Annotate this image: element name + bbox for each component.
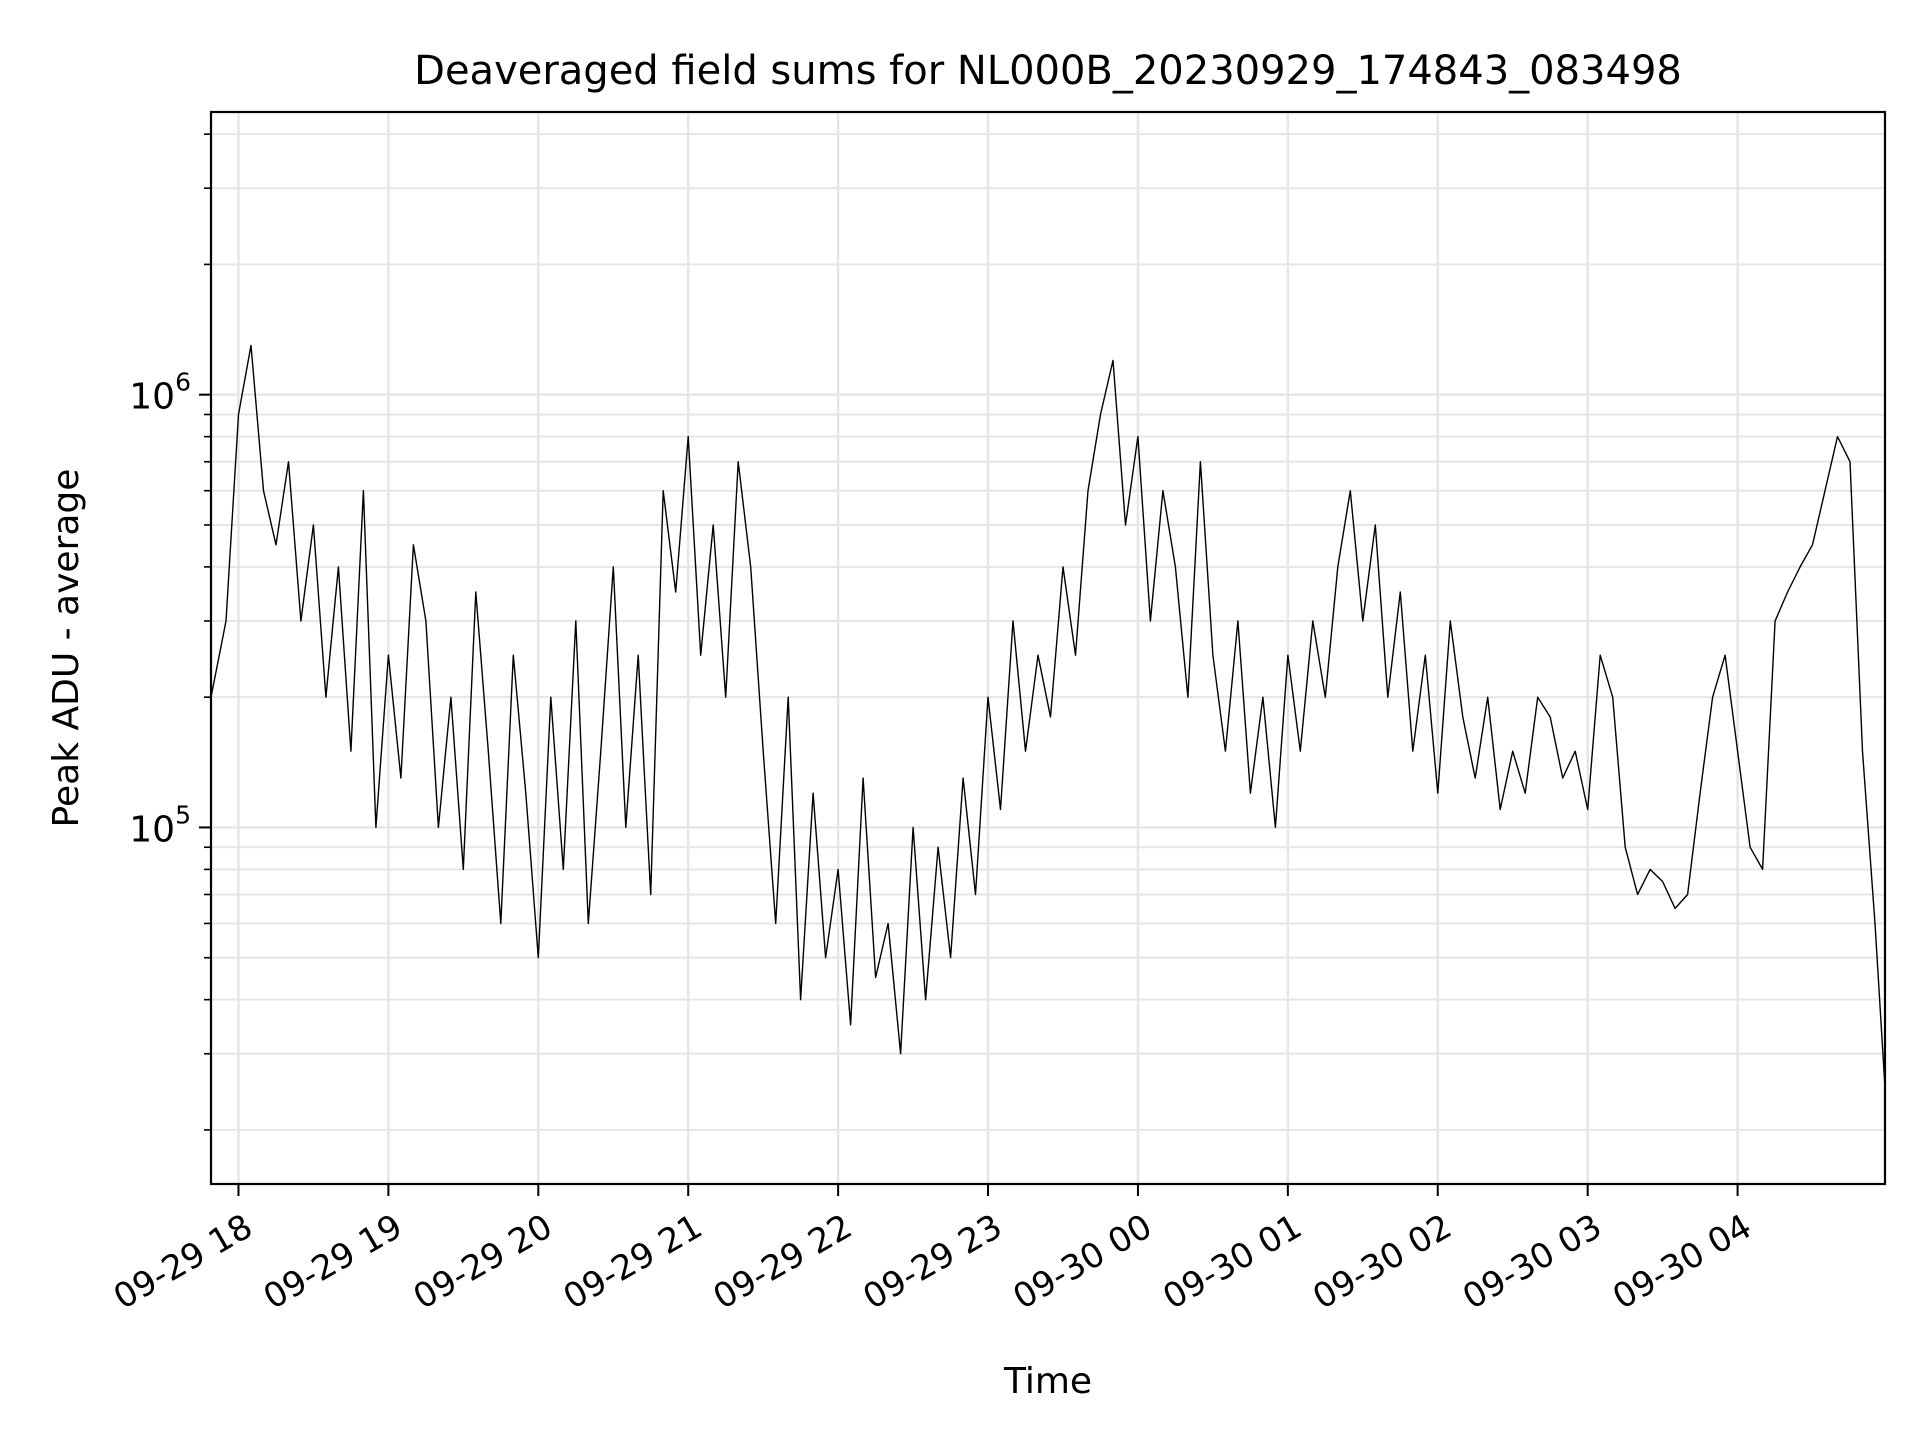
minor-gridlines — [211, 133, 1885, 1131]
chart-title: Deaveraged field sums for NL000B_2023092… — [414, 48, 1682, 94]
y-axis-label: Peak ADU - average — [46, 469, 87, 828]
x-axis-label: Time — [1003, 1361, 1092, 1402]
x-tick-label: 09-29 22 — [707, 1207, 859, 1318]
x-tick-label: 09-29 21 — [557, 1207, 709, 1318]
x-tick-label: 09-29 19 — [257, 1207, 409, 1318]
x-tick-label: 09-30 03 — [1456, 1207, 1608, 1318]
x-tick-label: 09-29 23 — [857, 1207, 1009, 1318]
series-line-0 — [210, 344, 1886, 1089]
x-tick-label: 09-30 04 — [1606, 1207, 1758, 1318]
data-layer — [210, 344, 1886, 1089]
y-axis-ticks: 105 106 — [129, 133, 211, 1131]
x-tick-label: 09-29 20 — [407, 1207, 559, 1318]
x-tick-label: 09-30 01 — [1156, 1207, 1308, 1318]
x-tick-label: 09-29 18 — [107, 1207, 259, 1318]
y-tick-label: 106 — [129, 368, 191, 418]
y-tick-label: 105 — [129, 800, 191, 850]
plot-frame — [209, 110, 1887, 1186]
x-tick-label: 09-30 00 — [1006, 1207, 1158, 1318]
major-gridlines — [211, 112, 1885, 1184]
x-tick-label: 09-30 02 — [1306, 1207, 1458, 1318]
